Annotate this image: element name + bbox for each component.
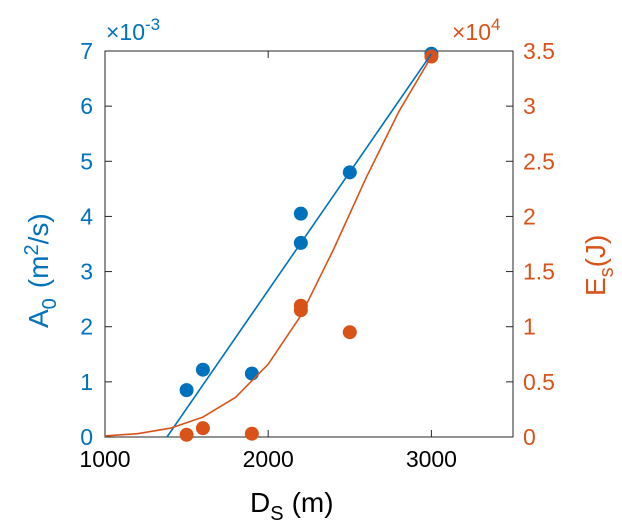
y-left-tick-label: 4 bbox=[80, 203, 93, 229]
y-right-tick-label: 1.5 bbox=[523, 259, 555, 285]
a0-point bbox=[195, 362, 210, 377]
y-left-tick-label: 2 bbox=[80, 314, 93, 340]
y-left-tick-label: 0 bbox=[80, 424, 93, 450]
es-point bbox=[195, 421, 210, 436]
y-left-tick-label: 5 bbox=[80, 148, 93, 174]
y-right-tick-label: 2 bbox=[523, 203, 536, 229]
series-group bbox=[105, 46, 439, 442]
y-right-tick-label: 0.5 bbox=[523, 369, 555, 395]
y-left-tick-label: 1 bbox=[80, 369, 93, 395]
es-point bbox=[179, 427, 194, 442]
y-right-tick-label: 3 bbox=[523, 93, 536, 119]
labels-group: DS (m) A0(m2/s) Es(J) ×10-3 ×104 bbox=[21, 15, 618, 525]
x-tick-label: 3000 bbox=[406, 446, 457, 472]
y-left-tick-label: 6 bbox=[80, 93, 93, 119]
y-left-multiplier: ×10-3 bbox=[106, 15, 160, 45]
y-right-tick-label: 1 bbox=[523, 314, 536, 340]
x-tick-label: 2000 bbox=[243, 446, 294, 472]
y-left-axis-label: A0(m2/s) bbox=[21, 213, 61, 328]
a0-point bbox=[244, 366, 259, 381]
y-right-tick-label: 2.5 bbox=[523, 148, 555, 174]
es-point bbox=[244, 426, 259, 441]
a0-fit-line bbox=[166, 53, 433, 437]
y-right-axis-label: Es(J) bbox=[580, 235, 618, 296]
x-tick-label: 1000 bbox=[79, 446, 130, 472]
y-right-multiplier: ×104 bbox=[452, 15, 500, 45]
y-left-tick-label: 7 bbox=[80, 38, 93, 64]
y-right-tick-label: 0 bbox=[523, 424, 536, 450]
es-point bbox=[342, 325, 357, 340]
a0-point bbox=[293, 206, 308, 221]
plot-area bbox=[104, 50, 514, 438]
y-left-tick-label: 3 bbox=[80, 259, 93, 285]
ticks-group: 1000 2000 3000 0 1 2 3 4 5 6 7 0 0.5 1 1.5 2 2.5 3 3.5 bbox=[79, 38, 555, 472]
x-axis-label: DS (m) bbox=[250, 487, 334, 525]
es-fit-curve bbox=[105, 56, 433, 437]
y-right-tick-label: 3.5 bbox=[523, 38, 555, 64]
a0-point bbox=[179, 383, 194, 398]
